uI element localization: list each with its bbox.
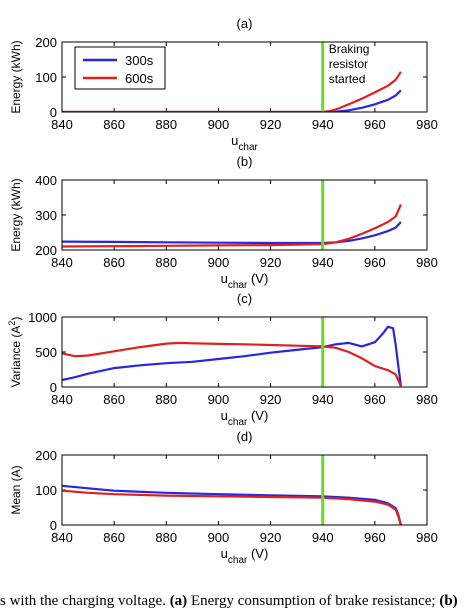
- panel-b-ytick-label: 200: [35, 243, 57, 258]
- panel-c-xtick-label: 880: [155, 392, 177, 407]
- panel-b-xtick-label: 880: [155, 255, 177, 270]
- panel-d-xtick-label: 880: [155, 530, 177, 545]
- panel-b-ytick-label: 400: [35, 173, 57, 188]
- panel-c-xtick-label: 920: [260, 392, 282, 407]
- panel-a-xlabel-sub: char: [238, 142, 258, 153]
- panel-d-label: (d): [237, 429, 253, 444]
- panel-c-xtick-label: 980: [416, 392, 438, 407]
- panel-a-xtick-label: 880: [155, 117, 177, 132]
- panel-a-xtick-label: 960: [364, 117, 386, 132]
- panel-a-legend-label-600s: 600s: [125, 71, 154, 86]
- panel-a-xlabel: uchar: [231, 133, 258, 153]
- panel-c-ytick-label: 1000: [28, 310, 57, 325]
- panel-c-ylabel-text: Variance (A: [9, 326, 23, 388]
- panel-b-xtick-label: 920: [260, 255, 282, 270]
- panel-b-ylabel-text: Energy (kWh): [9, 178, 23, 251]
- panel-b-xtick-label: 960: [364, 255, 386, 270]
- panel-d-xlabel-sub: char: [228, 555, 248, 566]
- panel-a-ytick-label: 0: [50, 105, 57, 120]
- panel-d-xtick-label: 860: [103, 530, 125, 545]
- panel-b-xtick-label: 980: [416, 255, 438, 270]
- panel-a-xlabel-main: u: [231, 133, 238, 148]
- panel-c-label: (c): [237, 291, 252, 306]
- panel-c-xtick-label: 860: [103, 392, 125, 407]
- panel-b-xtick-label: 940: [312, 255, 334, 270]
- panel-c-xlabel: uchar (V): [221, 408, 269, 428]
- panel-d-xlabel: uchar (V): [221, 546, 269, 566]
- panel-d-ytick-label: 200: [35, 448, 57, 463]
- panel-c-ylabel: Variance (A2): [7, 317, 23, 388]
- panel-b-xlabel-main: u: [221, 271, 228, 286]
- panel-b-ytick-label: 300: [35, 208, 57, 223]
- panel-c-plot-area: [62, 317, 427, 387]
- panel-a-annotation-line-3: started: [329, 72, 366, 86]
- panel-a-xtick-label: 860: [103, 117, 125, 132]
- panel-d-xtick-label: 940: [312, 530, 334, 545]
- figure-caption: s with the charging voltage. (a) Energy …: [0, 590, 474, 612]
- panel-a-label: (a): [237, 16, 253, 31]
- panel-a-xtick-label: 940: [312, 117, 334, 132]
- panel-c-xtick-label: 900: [208, 392, 230, 407]
- panel-a-ytick-label: 100: [35, 70, 57, 85]
- panel-a-ytick-label: 200: [35, 35, 57, 50]
- caption-label-b: (b): [439, 593, 457, 609]
- panel-a-xtick-label: 920: [260, 117, 282, 132]
- panel-d-xtick-label: 980: [416, 530, 438, 545]
- panel-c-xlabel-main: u: [221, 408, 228, 423]
- caption-text-a: Energy consumption of brake resistance;: [187, 593, 439, 609]
- panel-d-xtick-label: 900: [208, 530, 230, 545]
- panel-b-xlabel-sub: char: [228, 280, 248, 291]
- panel-c-xlabel-sub: char: [228, 417, 248, 428]
- panel-a-xtick-label: 980: [416, 117, 438, 132]
- panel-a-ylabel-text: Energy (kWh): [9, 40, 23, 113]
- panel-a-ylabel: Energy (kWh): [9, 40, 23, 113]
- panel-d-xtick-label: 960: [364, 530, 386, 545]
- panel-b-xtick-label: 860: [103, 255, 125, 270]
- panel-b-label: (b): [237, 154, 253, 169]
- caption-prefix: s with the charging voltage.: [0, 593, 170, 609]
- panel-c-xlabel-unit: (V): [247, 408, 268, 423]
- panel-d-ytick-label: 100: [35, 483, 57, 498]
- panel-a-annotation-line-1: Braking: [329, 42, 370, 56]
- panel-d-ylabel-text: Mean (A): [9, 465, 23, 514]
- panel-b-ylabel: Energy (kWh): [9, 178, 23, 251]
- panel-b-plot-area: [62, 180, 427, 250]
- panel-d-ylabel: Mean (A): [9, 465, 23, 514]
- panel-d-xtick-label: 920: [260, 530, 282, 545]
- panel-c-ytick-label: 500: [35, 345, 57, 360]
- panel-c-ytick-label: 0: [50, 380, 57, 395]
- panel-c-ylabel-end: ): [9, 317, 23, 321]
- caption-label-a: (a): [170, 593, 188, 609]
- panel-b-xtick-label: 900: [208, 255, 230, 270]
- panel-c-xtick-label: 960: [364, 392, 386, 407]
- panel-c-xtick-label: 940: [312, 392, 334, 407]
- panel-a-legend-label-300s: 300s: [125, 53, 154, 68]
- panel-d-xlabel-unit: (V): [247, 546, 268, 561]
- panel-d-xlabel-main: u: [221, 546, 228, 561]
- panel-a-annotation-line-2: resistor: [329, 57, 368, 71]
- panel-b-xlabel: uchar (V): [221, 271, 269, 291]
- panel-d-ytick-label: 0: [50, 518, 57, 533]
- panel-b-xlabel-unit: (V): [247, 271, 268, 286]
- panel-a-xtick-label: 900: [208, 117, 230, 132]
